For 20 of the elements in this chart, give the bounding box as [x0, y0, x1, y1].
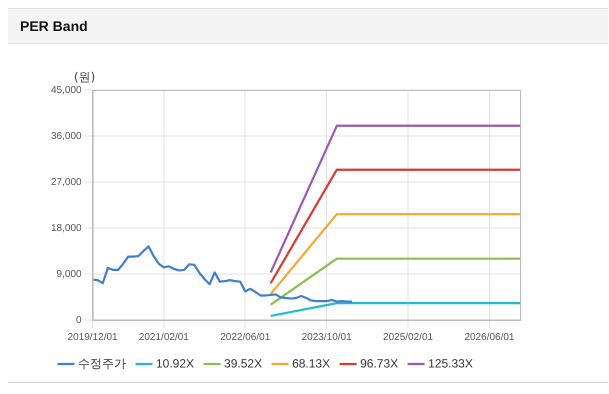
y-axis-title: (원) — [74, 70, 96, 84]
y-tick-label: 27,000 — [50, 176, 82, 188]
x-tick-label: 2019/12/01 — [68, 332, 118, 343]
legend-label: 39.52X — [224, 356, 262, 370]
y-tick-label: 18,000 — [50, 222, 82, 234]
legend-label: 125.33X — [428, 356, 473, 370]
legend-label: 10.92X — [156, 356, 194, 370]
x-tick-label: 2025/02/01 — [383, 332, 434, 343]
x-tick-label: 2022/06/01 — [220, 332, 271, 343]
x-tick-label: 2023/10/01 — [302, 332, 352, 343]
chart-title: PER Band — [8, 8, 608, 44]
y-tick-label: 0 — [76, 314, 82, 326]
y-tick-label: 36,000 — [50, 130, 82, 142]
y-tick-label: 9,000 — [56, 268, 82, 280]
y-tick-label: 45,000 — [50, 84, 82, 96]
legend-label: 수정주가 — [78, 356, 126, 370]
x-tick-label: 2026/06/01 — [464, 332, 515, 343]
legend-label: 68.13X — [292, 356, 330, 370]
legend-label: 96.73X — [360, 356, 398, 370]
x-tick-label: 2021/02/01 — [138, 332, 190, 343]
